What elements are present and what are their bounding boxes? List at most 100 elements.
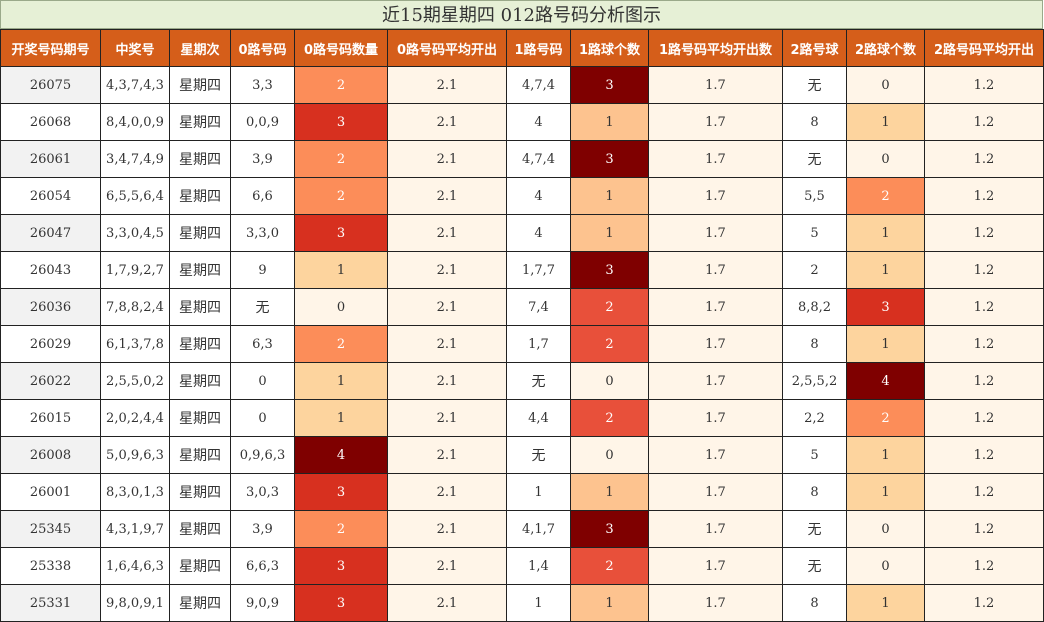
table-cell: 1.2 bbox=[924, 436, 1044, 474]
table-cell: 2 bbox=[294, 510, 388, 548]
table-cell: 3 bbox=[294, 547, 388, 585]
table-cell: 4,7,4 bbox=[506, 66, 571, 104]
table-cell: 2.1 bbox=[387, 177, 507, 215]
table-cell: 星期四 bbox=[169, 325, 231, 363]
table-cell: 1.7 bbox=[648, 547, 783, 585]
table-cell: 0 bbox=[294, 288, 388, 326]
table-cell: 1.7 bbox=[648, 140, 783, 178]
table-cell: 25338 bbox=[0, 547, 101, 585]
table-cell: 3,3,0 bbox=[230, 214, 295, 252]
table-cell: 1,7 bbox=[506, 325, 571, 363]
table-cell: 2 bbox=[782, 251, 847, 289]
table-row: 25338 1,6,4,6,3 星期四 6,6,3 3 2.1 1,4 2 1.7 无 0 1.2 bbox=[0, 547, 1044, 585]
table-cell: 2.1 bbox=[387, 547, 507, 585]
table-body: 26075 4,3,7,4,3 星期四 3,3 2 2.1 4,7,4 3 1.7 无 0 1.2 26… bbox=[0, 66, 1044, 622]
table-cell: 2.1 bbox=[387, 214, 507, 252]
table-cell: 1.2 bbox=[924, 140, 1044, 178]
table-row: 26015 2,0,2,4,4 星期四 0 1 2.1 4,4 2 1.7 2,2 2 1.2 bbox=[0, 399, 1044, 437]
table-cell: 星期四 bbox=[169, 584, 231, 622]
table-cell: 26043 bbox=[0, 251, 101, 289]
chart-title: 近15期星期四 012路号码分析图示 bbox=[0, 0, 1043, 29]
table-cell: 6,3 bbox=[230, 325, 295, 363]
table-cell: 无 bbox=[230, 288, 295, 326]
table-cell: 2 bbox=[846, 399, 925, 437]
table-cell: 星期四 bbox=[169, 103, 231, 141]
table-cell: 0 bbox=[570, 362, 649, 400]
table-row: 26008 5,0,9,6,3 星期四 0,9,6,3 4 2.1 无 0 1.7 5 1 1.2 bbox=[0, 436, 1044, 474]
table-cell: 1.2 bbox=[924, 177, 1044, 215]
table-cell: 无 bbox=[506, 362, 571, 400]
table-cell: 1.7 bbox=[648, 214, 783, 252]
table-cell: 9 bbox=[230, 251, 295, 289]
table-cell: 4,3,1,9,7 bbox=[100, 510, 170, 548]
table-row: 26029 6,1,3,7,8 星期四 6,3 2 2.1 1,7 2 1.7 8 1 1.2 bbox=[0, 325, 1044, 363]
table-cell: 3,0,3 bbox=[230, 473, 295, 511]
table-cell: 1 bbox=[570, 103, 649, 141]
table-cell: 2 bbox=[570, 547, 649, 585]
table-cell: 1.2 bbox=[924, 547, 1044, 585]
table-cell: 4 bbox=[506, 214, 571, 252]
table-cell: 2 bbox=[294, 325, 388, 363]
table-cell: 2,5,5,0,2 bbox=[100, 362, 170, 400]
table-cell: 2 bbox=[846, 177, 925, 215]
table-cell: 26008 bbox=[0, 436, 101, 474]
table-cell: 3 bbox=[294, 103, 388, 141]
table-cell: 0 bbox=[230, 362, 295, 400]
table-cell: 8,3,0,1,3 bbox=[100, 473, 170, 511]
table-cell: 7,4 bbox=[506, 288, 571, 326]
table-cell: 5 bbox=[782, 436, 847, 474]
table-cell: 0,0,9 bbox=[230, 103, 295, 141]
table-row: 26043 1,7,9,2,7 星期四 9 1 2.1 1,7,7 3 1.7 2 1 1.2 bbox=[0, 251, 1044, 289]
table-cell: 1.2 bbox=[924, 251, 1044, 289]
table-cell: 2 bbox=[570, 288, 649, 326]
column-header: 1路号码平均开出数 bbox=[648, 29, 783, 67]
table-cell: 0 bbox=[846, 547, 925, 585]
table-cell: 无 bbox=[782, 510, 847, 548]
table-row: 25331 9,8,0,9,1 星期四 9,0,9 3 2.1 1 1 1.7 8 1 1.2 bbox=[0, 584, 1044, 622]
table-cell: 26022 bbox=[0, 362, 101, 400]
table-cell: 1.7 bbox=[648, 325, 783, 363]
column-header: 0路号码数量 bbox=[294, 29, 388, 67]
table-cell: 1.7 bbox=[648, 251, 783, 289]
table-cell: 26075 bbox=[0, 66, 101, 104]
table-cell: 2.1 bbox=[387, 473, 507, 511]
table-cell: 8,4,0,0,9 bbox=[100, 103, 170, 141]
table-cell: 2.1 bbox=[387, 103, 507, 141]
table-cell: 2,5,5,2 bbox=[782, 362, 847, 400]
table-cell: 3 bbox=[294, 584, 388, 622]
table-cell: 9,8,0,9,1 bbox=[100, 584, 170, 622]
table-cell: 2.1 bbox=[387, 436, 507, 474]
table-cell: 0,9,6,3 bbox=[230, 436, 295, 474]
table-cell: 26001 bbox=[0, 473, 101, 511]
table-cell: 4,1,7 bbox=[506, 510, 571, 548]
table-cell: 7,8,8,2,4 bbox=[100, 288, 170, 326]
table-cell: 1.7 bbox=[648, 436, 783, 474]
table-cell: 星期四 bbox=[169, 436, 231, 474]
table-cell: 2 bbox=[570, 399, 649, 437]
table-cell: 3 bbox=[570, 251, 649, 289]
table-cell: 3,3,0,4,5 bbox=[100, 214, 170, 252]
table-cell: 2.1 bbox=[387, 251, 507, 289]
table-cell: 5,5 bbox=[782, 177, 847, 215]
table-cell: 1.7 bbox=[648, 103, 783, 141]
table-cell: 1 bbox=[506, 473, 571, 511]
column-header: 0路号码平均开出 bbox=[387, 29, 507, 67]
table-cell: 3 bbox=[570, 510, 649, 548]
table-cell: 1.2 bbox=[924, 325, 1044, 363]
table-cell: 4,4 bbox=[506, 399, 571, 437]
table-cell: 1 bbox=[570, 177, 649, 215]
table-cell: 2.1 bbox=[387, 140, 507, 178]
table-cell: 3,9 bbox=[230, 140, 295, 178]
table-cell: 星期四 bbox=[169, 214, 231, 252]
table-cell: 1 bbox=[846, 251, 925, 289]
table-cell: 1.7 bbox=[648, 473, 783, 511]
table-row: 26022 2,5,5,0,2 星期四 0 1 2.1 无 0 1.7 2,5,5,2 4 1.2 bbox=[0, 362, 1044, 400]
table-cell: 1.2 bbox=[924, 362, 1044, 400]
table-cell: 1 bbox=[846, 214, 925, 252]
table-cell: 25331 bbox=[0, 584, 101, 622]
table-cell: 1 bbox=[846, 325, 925, 363]
table-row: 26068 8,4,0,0,9 星期四 0,0,9 3 2.1 4 1 1.7 8 1 1.2 bbox=[0, 103, 1044, 141]
table-cell: 3 bbox=[570, 140, 649, 178]
table-cell: 2.1 bbox=[387, 510, 507, 548]
table-cell: 26054 bbox=[0, 177, 101, 215]
